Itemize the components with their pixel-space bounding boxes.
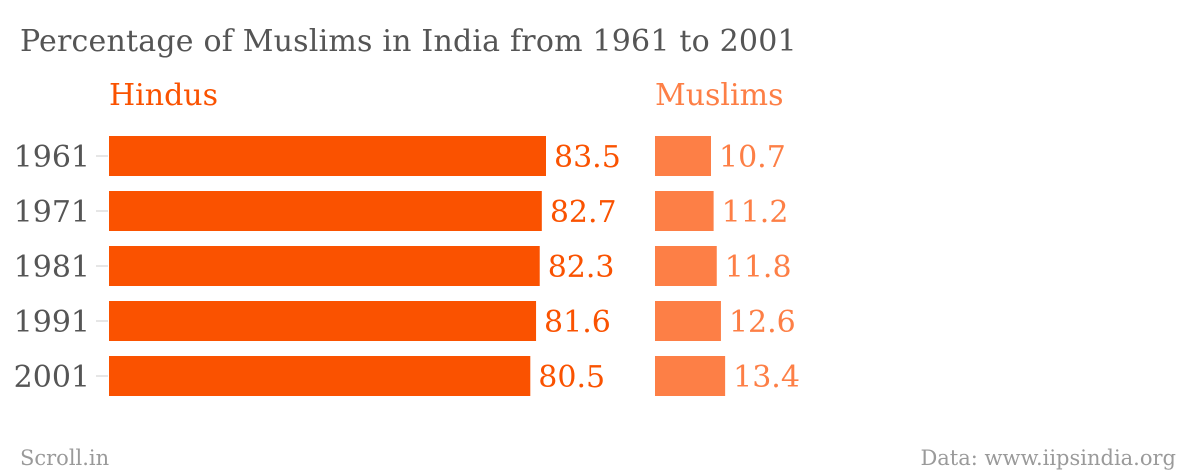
data-label-hindus: 81.6 <box>544 305 611 340</box>
data-label-muslims: 12.6 <box>729 305 796 340</box>
bar-muslims <box>655 191 714 231</box>
chart-title: Percentage of Muslims in India from 1961… <box>20 24 797 59</box>
source-brand: Scroll.in <box>20 446 110 470</box>
data-label-hindus: 82.7 <box>550 195 617 230</box>
data-label-hindus: 83.5 <box>554 140 621 175</box>
category-label: 1981 <box>14 250 90 285</box>
data-label-muslims: 11.8 <box>725 250 792 285</box>
data-label-hindus: 80.5 <box>538 360 605 395</box>
bar-muslims <box>655 356 726 396</box>
data-label-muslims: 11.2 <box>722 195 789 230</box>
category-label: 1971 <box>14 195 90 230</box>
bar-hindus <box>109 356 531 396</box>
bar-hindus <box>109 136 546 176</box>
series-header-muslims: Muslims <box>655 78 783 113</box>
bar-muslims <box>655 136 711 176</box>
data-credit: Data: www.iipsindia.org <box>920 446 1176 470</box>
category-label: 2001 <box>14 360 90 395</box>
bar-hindus <box>109 301 537 341</box>
category-label: 1991 <box>14 305 90 340</box>
series-header-hindus: Hindus <box>109 78 218 113</box>
bar-muslims <box>655 301 721 341</box>
category-label: 1961 <box>14 140 90 175</box>
data-label-muslims: 10.7 <box>719 140 786 175</box>
bar-muslims <box>655 246 717 286</box>
data-label-muslims: 13.4 <box>733 360 800 395</box>
data-label-hindus: 82.3 <box>548 250 615 285</box>
bar-hindus <box>109 246 540 286</box>
bar-hindus <box>109 191 542 231</box>
